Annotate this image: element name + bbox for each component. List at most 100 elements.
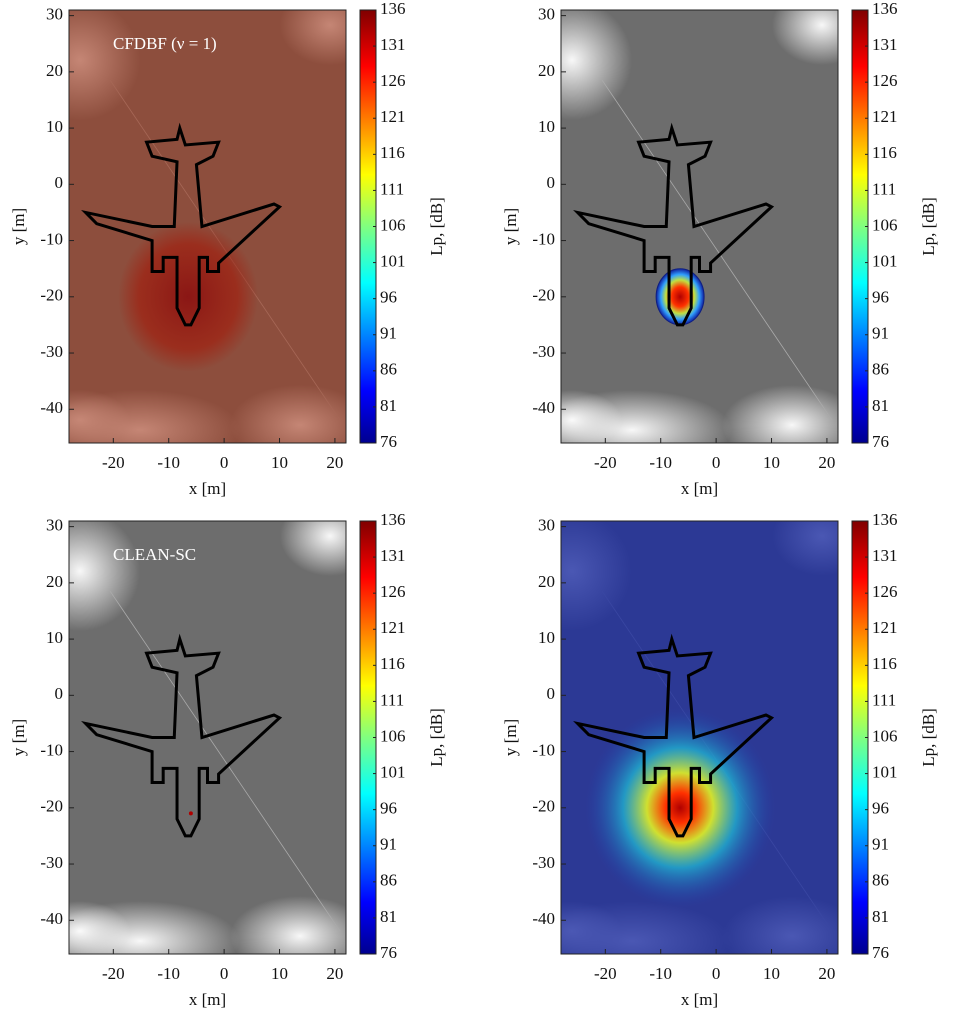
colorbar-tick-label: 86 bbox=[380, 871, 397, 890]
y-tick-label: -10 bbox=[40, 229, 63, 248]
colorbar-tick-label: 81 bbox=[872, 907, 889, 926]
colorbar-tick-label: 91 bbox=[380, 324, 397, 343]
colorbar-tick-label: 131 bbox=[380, 35, 406, 54]
colorbar-tick-label: 131 bbox=[872, 35, 898, 54]
colorbar-label: Lp, [dB] bbox=[427, 197, 446, 256]
colorbar-tick-label: 126 bbox=[872, 582, 898, 601]
cloud bbox=[230, 896, 346, 954]
x-tick-label: 0 bbox=[220, 964, 229, 983]
y-tick-label: -20 bbox=[40, 797, 63, 816]
y-tick-label: 30 bbox=[538, 5, 555, 24]
x-tick-label: 20 bbox=[326, 964, 343, 983]
y-tick-label: -30 bbox=[40, 342, 63, 361]
x-tick-label: 10 bbox=[271, 453, 288, 472]
colorbar-tick-label: 86 bbox=[872, 871, 889, 890]
colorbar-tick-label: 111 bbox=[872, 690, 896, 709]
y-tick-label: 10 bbox=[46, 117, 63, 136]
x-axis-label: x [m] bbox=[189, 479, 226, 498]
x-tick-label: -20 bbox=[594, 964, 617, 983]
colorbar-tick-label: 81 bbox=[380, 396, 397, 415]
x-tick-label: -10 bbox=[157, 453, 180, 472]
runway bbox=[601, 79, 833, 421]
colorbar-tick-label: 136 bbox=[872, 510, 898, 529]
y-tick-label: 0 bbox=[547, 684, 556, 703]
airplane-outline bbox=[81, 633, 283, 838]
source bbox=[655, 268, 705, 326]
y-tick-label: 20 bbox=[538, 61, 555, 80]
colorbar-tick-label: 131 bbox=[380, 546, 406, 565]
colorbar-tick-label: 131 bbox=[872, 546, 898, 565]
colorbar-tick-label: 121 bbox=[380, 107, 406, 126]
colorbar-tick-label: 106 bbox=[380, 726, 406, 745]
axes-box bbox=[68, 520, 347, 955]
map bbox=[69, 10, 346, 443]
airplane-outline bbox=[573, 122, 775, 327]
colorbar-tick-label: 136 bbox=[872, 0, 898, 18]
colorbar-tick-label: 101 bbox=[380, 251, 406, 270]
y-tick-label: -10 bbox=[532, 740, 555, 759]
x-tick-label: 0 bbox=[220, 453, 229, 472]
cloud bbox=[772, 10, 838, 65]
colorbar-label: Lp, [dB] bbox=[919, 197, 938, 256]
x-tick-label: -10 bbox=[157, 964, 180, 983]
y-tick-label: -20 bbox=[532, 797, 555, 816]
x-axis-label: x [m] bbox=[681, 990, 718, 1009]
y-tick-label: 30 bbox=[538, 516, 555, 535]
y-axis-label: y [m] bbox=[501, 208, 520, 245]
panel: CFDBF (ν = 1) -20 -10 0 10 20 -40 -30 -20 -10 0 10 2… bbox=[9, 0, 446, 498]
cloud bbox=[280, 521, 346, 576]
y-tick-label: -30 bbox=[532, 853, 555, 872]
colorbar-tick-label: 91 bbox=[380, 835, 397, 854]
y-tick-label: -10 bbox=[532, 229, 555, 248]
y-tick-label: -10 bbox=[40, 740, 63, 759]
colorbar-tick-label: 106 bbox=[872, 215, 898, 234]
colorbar-tick-label: 116 bbox=[872, 143, 897, 162]
x-axis-label: x [m] bbox=[189, 990, 226, 1009]
x-tick-label: 0 bbox=[712, 453, 721, 472]
colorbar-tick-label: 111 bbox=[380, 690, 404, 709]
y-tick-label: 20 bbox=[46, 572, 63, 591]
panel: RAB (μ0 = 0.005)-20-1001020-40-30-20-100… bbox=[501, 510, 938, 1009]
colorbar-tick-label: 136 bbox=[380, 510, 406, 529]
y-tick-label: -40 bbox=[532, 398, 555, 417]
axes-box bbox=[560, 9, 839, 444]
y-tick-label: -30 bbox=[532, 342, 555, 361]
colorbar-tick-label: 126 bbox=[380, 582, 406, 601]
cloud bbox=[722, 385, 838, 443]
colorbar-tick-label: 116 bbox=[872, 654, 897, 673]
y-tick-label: -20 bbox=[40, 286, 63, 305]
x-tick-label: -20 bbox=[102, 453, 125, 472]
y-tick-label: 20 bbox=[46, 61, 63, 80]
colorbar-tick-label: 121 bbox=[872, 618, 898, 637]
colorbar-tick-label: 126 bbox=[380, 71, 406, 90]
cloud bbox=[69, 521, 140, 631]
x-tick-label: 10 bbox=[271, 964, 288, 983]
y-tick-label: 10 bbox=[538, 117, 555, 136]
colorbar-tick-label: 106 bbox=[380, 215, 406, 234]
runway bbox=[109, 590, 341, 932]
colorbar-tick-label: 96 bbox=[380, 288, 397, 307]
y-tick-label: -40 bbox=[532, 909, 555, 928]
y-tick-label: 30 bbox=[46, 5, 63, 24]
y-axis-label: y [m] bbox=[9, 208, 28, 245]
y-tick-label: 0 bbox=[55, 173, 64, 192]
y-axis-label: y [m] bbox=[501, 719, 520, 756]
x-tick-label: -10 bbox=[649, 964, 672, 983]
source bbox=[188, 811, 193, 816]
colorbar-tick-label: 81 bbox=[872, 396, 889, 415]
colorbar-label: Lp, [dB] bbox=[919, 708, 938, 767]
colorbar-tick-label: 96 bbox=[872, 799, 889, 818]
y-tick-label: -20 bbox=[532, 286, 555, 305]
x-tick-label: -10 bbox=[649, 453, 672, 472]
y-tick-label: 0 bbox=[55, 684, 64, 703]
cloud bbox=[69, 901, 130, 954]
colorbar-tick-label: 96 bbox=[872, 288, 889, 307]
y-tick-label: 10 bbox=[46, 628, 63, 647]
y-tick-label: -40 bbox=[40, 909, 63, 928]
x-tick-label: -20 bbox=[594, 453, 617, 472]
colorbar-tick-label: 91 bbox=[872, 835, 889, 854]
y-tick-label: 10 bbox=[538, 628, 555, 647]
colorbar-tick-label: 121 bbox=[380, 618, 406, 637]
x-tick-label: 10 bbox=[763, 453, 780, 472]
